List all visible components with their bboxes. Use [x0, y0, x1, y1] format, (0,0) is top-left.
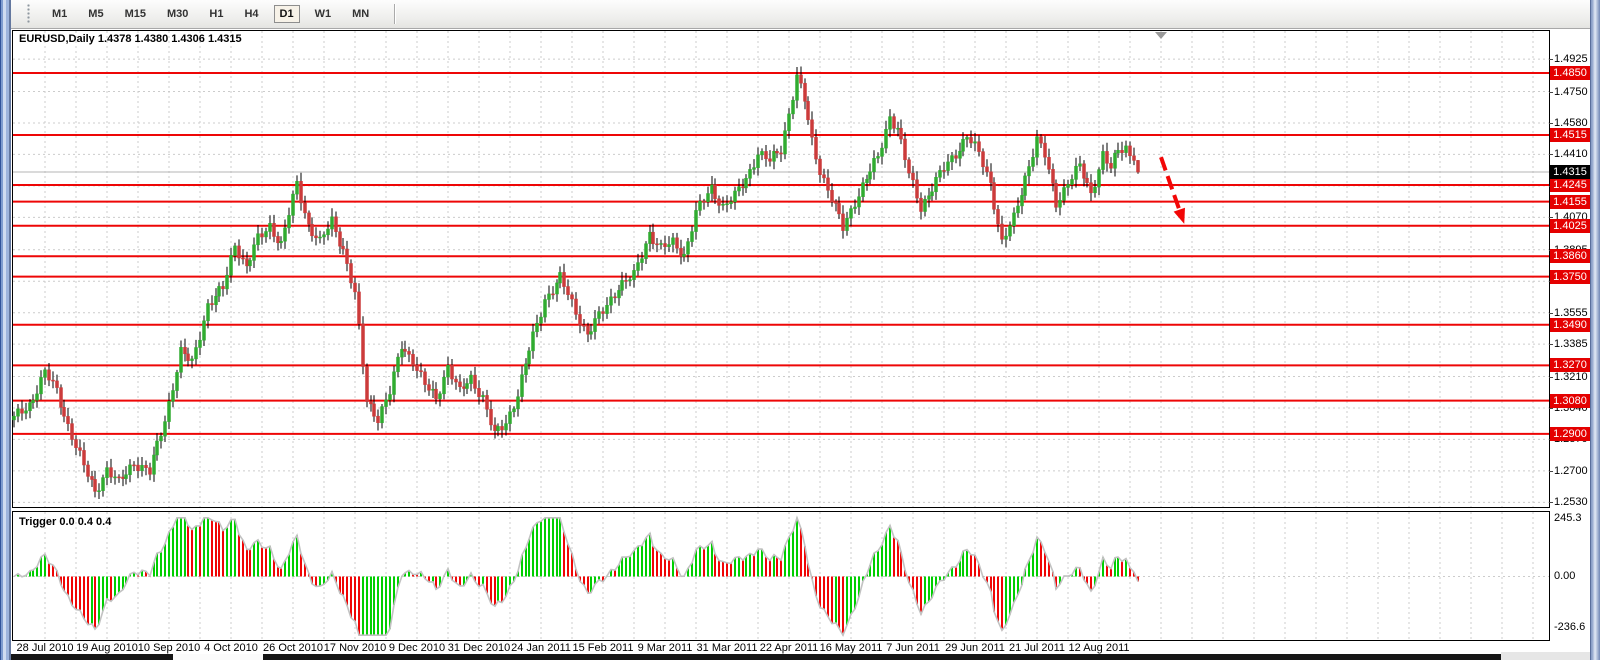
price-level-badge: 1.4025 — [1550, 219, 1590, 233]
bottom-window-gap — [173, 654, 263, 660]
chart-title: EURUSD,Daily 1.4378 1.4380 1.4306 1.4315 — [19, 33, 242, 45]
price-tick-label: 1.2700 — [1554, 465, 1588, 477]
date-label: 21 Jul 2011 — [1008, 642, 1066, 654]
date-label: 16 May 2011 — [819, 642, 883, 654]
date-label: 9 Dec 2010 — [388, 642, 446, 654]
price-level-badge: 1.2900 — [1550, 427, 1590, 441]
indicator-label: Trigger 0.0 0.4 0.4 — [19, 516, 112, 528]
date-label: 17 Nov 2010 — [323, 642, 387, 654]
date-label: 19 Aug 2010 — [76, 642, 138, 654]
price-tick-dash — [1549, 313, 1553, 314]
shift-marker-icon — [1155, 32, 1167, 39]
toolbar-separator — [394, 4, 397, 24]
chart-toolbar: M1 M5 M15 M30 H1 H4 D1 W1 MN — [11, 0, 1590, 29]
price-tick-label: 1.4925 — [1554, 53, 1588, 65]
symbol-period-label: EURUSD,Daily — [19, 33, 95, 45]
timeframe-button-w1[interactable]: W1 — [309, 5, 338, 23]
date-label: 26 Oct 2010 — [263, 642, 323, 654]
price-tick-dash — [1549, 92, 1553, 93]
date-label: 9 Mar 2011 — [637, 642, 693, 654]
date-label: 31 Dec 2010 — [447, 642, 511, 654]
date-label: 31 Mar 2011 — [696, 642, 758, 654]
price-tick-label: 1.4580 — [1554, 117, 1588, 129]
indicator-scale-max: 245.3 — [1554, 512, 1582, 524]
timeframe-button-mn[interactable]: MN — [346, 5, 375, 23]
date-label: 24 Jan 2011 — [511, 642, 571, 654]
price-level-badge: 1.3080 — [1550, 394, 1590, 408]
price-tick-dash — [1549, 408, 1553, 409]
indicator-pane[interactable] — [12, 511, 1550, 641]
price-tick-label: 1.2530 — [1554, 496, 1588, 508]
price-tick-dash — [1549, 123, 1553, 124]
price-level-badge: 1.3750 — [1550, 270, 1590, 284]
timeframe-button-m15[interactable]: M15 — [119, 5, 152, 23]
date-label: 12 Aug 2011 — [1068, 642, 1130, 654]
price-level-badge: 1.4245 — [1550, 178, 1590, 192]
timeframe-button-h1[interactable]: H1 — [203, 5, 229, 23]
date-label: 10 Sep 2010 — [137, 642, 201, 654]
bottom-right-edge — [1501, 652, 1590, 660]
timeframe-button-d1[interactable]: D1 — [273, 5, 300, 23]
price-tick-dash — [1549, 154, 1553, 155]
date-label: 4 Oct 2010 — [204, 642, 258, 654]
price-tick-label: 1.3385 — [1554, 338, 1588, 350]
timeframe-button-m1[interactable]: M1 — [46, 5, 73, 23]
price-tick-label: 1.4410 — [1554, 148, 1588, 160]
price-tick-dash — [1549, 502, 1553, 503]
price-level-badge: 1.3270 — [1550, 358, 1590, 372]
price-tick-dash — [1549, 471, 1553, 472]
date-label: 29 Jun 2011 — [945, 642, 1005, 654]
price-level-badge: 1.4155 — [1550, 195, 1590, 209]
price-tick-dash — [1549, 344, 1553, 345]
price-tick-label: 1.3210 — [1554, 371, 1588, 383]
window-edge-left — [0, 0, 11, 660]
timeframe-button-m5[interactable]: M5 — [82, 5, 109, 23]
price-chart-pane[interactable] — [12, 30, 1550, 508]
indicator-scale-zero: 0.00 — [1554, 570, 1576, 582]
date-label: 28 Jul 2010 — [16, 642, 74, 654]
price-tick-label: 1.4750 — [1554, 86, 1588, 98]
price-tick-label: 1.3555 — [1554, 307, 1588, 319]
price-level-badge: 1.3860 — [1550, 249, 1590, 263]
indicator-envelope — [13, 515, 1139, 638]
bottom-window-edge — [11, 654, 1501, 660]
quote-ohlc-label: 1.4378 1.4380 1.4306 1.4315 — [97, 33, 242, 45]
price-tick-dash — [1549, 217, 1553, 218]
indicator-scale-min: -236.6 — [1554, 621, 1586, 633]
trend-arrow-annotation — [1159, 156, 1185, 224]
price-tick-dash — [1549, 377, 1553, 378]
price-level-badge: 1.4850 — [1550, 66, 1590, 80]
toolbar-grip-handle[interactable] — [27, 4, 32, 24]
timeframe-button-h4[interactable]: H4 — [238, 5, 264, 23]
date-label: 15 Feb 2011 — [572, 642, 634, 654]
window-edge-scrollbar[interactable] — [1590, 0, 1600, 660]
timeframe-button-m30[interactable]: M30 — [161, 5, 194, 23]
price-level-badge: 1.3490 — [1550, 318, 1590, 332]
date-label: 7 Jun 2011 — [886, 642, 940, 654]
price-level-badge: 1.4515 — [1550, 128, 1590, 142]
date-label: 22 Apr 2011 — [759, 642, 819, 654]
bid-price-badge: 1.4315 — [1550, 165, 1590, 179]
price-tick-dash — [1549, 59, 1553, 60]
